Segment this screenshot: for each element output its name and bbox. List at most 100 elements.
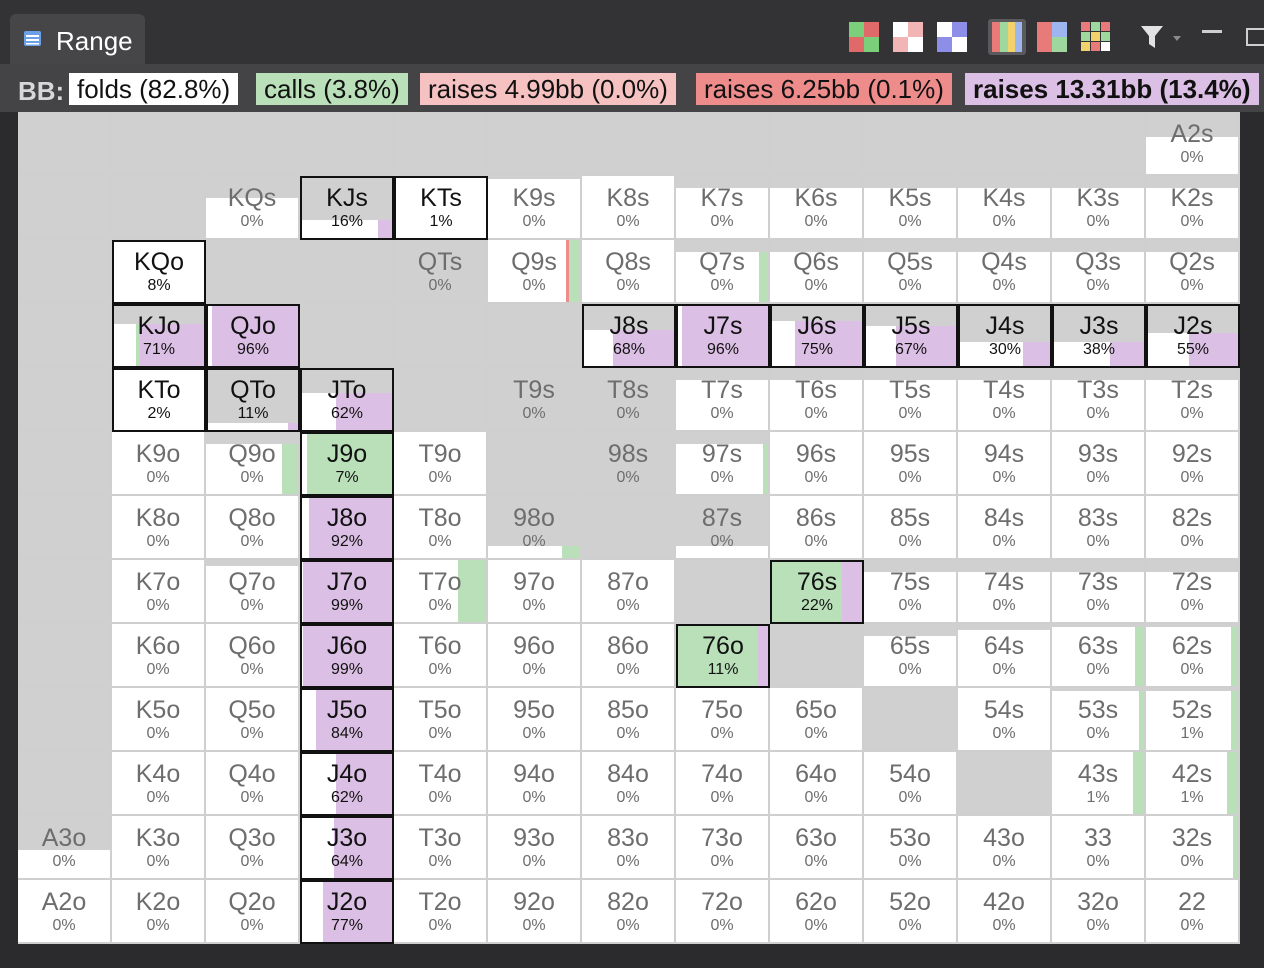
hand-cell[interactable]: 82o 0% xyxy=(582,880,676,944)
hand-cell[interactable]: 98o 0% xyxy=(488,496,582,560)
hand-cell[interactable]: 96o 0% xyxy=(488,624,582,688)
hand-cell[interactable]: QTo 11% xyxy=(206,368,300,432)
hand-cell[interactable]: Q2o 0% xyxy=(206,880,300,944)
hand-cell[interactable]: T7o 0% xyxy=(394,560,488,624)
hand-cell[interactable]: QTs 0% xyxy=(394,240,488,304)
hand-cell[interactable]: 75s 0% xyxy=(864,560,958,624)
hand-cell[interactable]: 62s 0% xyxy=(1146,624,1240,688)
hand-cell[interactable]: 95s 0% xyxy=(864,432,958,496)
hand-cell[interactable]: 85o 0% xyxy=(582,688,676,752)
hand-cell[interactable]: Q3o 0% xyxy=(206,816,300,880)
hand-cell[interactable]: K7s 0% xyxy=(676,176,770,240)
hand-cell[interactable]: 53o 0% xyxy=(864,816,958,880)
hand-cell[interactable]: Q6o 0% xyxy=(206,624,300,688)
hand-cell[interactable]: 52s 1% xyxy=(1146,688,1240,752)
hand-cell[interactable]: T7s 0% xyxy=(676,368,770,432)
hand-cell[interactable]: JTo 62% xyxy=(300,368,394,432)
hand-cell[interactable]: KTs 1% xyxy=(394,176,488,240)
hand-cell[interactable]: J4o 62% xyxy=(300,752,394,816)
hand-cell[interactable]: 86o 0% xyxy=(582,624,676,688)
hand-cell[interactable]: 32o 0% xyxy=(1052,880,1146,944)
hand-cell[interactable]: J6s 75% xyxy=(770,304,864,368)
hand-cell[interactable]: J5s 67% xyxy=(864,304,958,368)
hand-cell[interactable]: Q5s 0% xyxy=(864,240,958,304)
hand-cell[interactable]: J2s 55% xyxy=(1146,304,1240,368)
hand-cell[interactable]: 43o 0% xyxy=(958,816,1052,880)
hand-cell[interactable]: 72o 0% xyxy=(676,880,770,944)
hand-cell[interactable]: Q3s 0% xyxy=(1052,240,1146,304)
hand-cell[interactable]: KQs 0% xyxy=(206,176,300,240)
hand-cell[interactable]: T5o 0% xyxy=(394,688,488,752)
hand-cell[interactable]: Q7o 0% xyxy=(206,560,300,624)
hand-cell[interactable]: J7s 96% xyxy=(676,304,770,368)
hand-cell[interactable]: K6o 0% xyxy=(112,624,206,688)
range-tab[interactable]: Range xyxy=(10,14,145,64)
hand-cell[interactable]: T4s 0% xyxy=(958,368,1052,432)
hand-cell[interactable]: T8o 0% xyxy=(394,496,488,560)
hand-cell[interactable]: Q7s 0% xyxy=(676,240,770,304)
hand-cell[interactable]: K4s 0% xyxy=(958,176,1052,240)
hand-cell[interactable]: 92o 0% xyxy=(488,880,582,944)
hand-cell[interactable]: A2o 0% xyxy=(18,880,112,944)
hand-cell[interactable]: 83s 0% xyxy=(1052,496,1146,560)
hand-cell[interactable]: J3o 64% xyxy=(300,816,394,880)
hand-cell[interactable]: J2o 77% xyxy=(300,880,394,944)
hand-cell[interactable]: 74s 0% xyxy=(958,560,1052,624)
hand-cell[interactable]: T9o 0% xyxy=(394,432,488,496)
hand-cell[interactable]: 94o 0% xyxy=(488,752,582,816)
hand-cell[interactable]: J8s 68% xyxy=(582,304,676,368)
hand-cell[interactable]: 63s 0% xyxy=(1052,624,1146,688)
hand-cell[interactable]: KQo 8% xyxy=(112,240,206,304)
hand-cell[interactable]: T3o 0% xyxy=(394,816,488,880)
legend-raise-mid[interactable]: raises 6.25bb (0.1%) xyxy=(696,73,952,105)
hand-cell[interactable]: 85s 0% xyxy=(864,496,958,560)
hand-cell[interactable]: 73o 0% xyxy=(676,816,770,880)
hand-cell[interactable]: 32s 0% xyxy=(1146,816,1240,880)
color-mode-2-icon[interactable] xyxy=(893,22,923,52)
hand-cell[interactable]: Q8o 0% xyxy=(206,496,300,560)
hand-cell[interactable]: J6o 99% xyxy=(300,624,394,688)
hand-cell[interactable]: 74o 0% xyxy=(676,752,770,816)
hand-cell[interactable]: 95o 0% xyxy=(488,688,582,752)
legend-raise-small[interactable]: raises 4.99bb (0.0%) xyxy=(420,73,676,105)
hand-cell[interactable]: 63o 0% xyxy=(770,816,864,880)
hand-cell[interactable]: K8s 0% xyxy=(582,176,676,240)
hand-cell[interactable]: K6s 0% xyxy=(770,176,864,240)
hand-cell[interactable]: T2s 0% xyxy=(1146,368,1240,432)
hand-cell[interactable]: 73s 0% xyxy=(1052,560,1146,624)
hand-cell[interactable]: 65o 0% xyxy=(770,688,864,752)
minimize-icon[interactable] xyxy=(1202,30,1222,33)
hand-cell[interactable]: 84o 0% xyxy=(582,752,676,816)
hand-cell[interactable]: J8o 92% xyxy=(300,496,394,560)
hand-cell[interactable]: K9s 0% xyxy=(488,176,582,240)
hand-cell[interactable]: 64o 0% xyxy=(770,752,864,816)
hand-cell[interactable]: 54o 0% xyxy=(864,752,958,816)
hand-cell[interactable]: 22 0% xyxy=(1146,880,1240,944)
hand-cell[interactable]: 62o 0% xyxy=(770,880,864,944)
hand-cell[interactable]: J3s 38% xyxy=(1052,304,1146,368)
hand-cell[interactable]: K7o 0% xyxy=(112,560,206,624)
legend-raise-big[interactable]: raises 13.31bb (13.4%) xyxy=(965,73,1259,105)
hand-cell[interactable]: 42o 0% xyxy=(958,880,1052,944)
hand-cell[interactable]: J4s 30% xyxy=(958,304,1052,368)
hand-cell[interactable]: K2s 0% xyxy=(1146,176,1240,240)
hand-cell[interactable]: 54s 0% xyxy=(958,688,1052,752)
hand-cell[interactable]: 92s 0% xyxy=(1146,432,1240,496)
hand-cell[interactable]: 93o 0% xyxy=(488,816,582,880)
legend-calls[interactable]: calls (3.8%) xyxy=(256,73,408,105)
hand-cell[interactable]: 82s 0% xyxy=(1146,496,1240,560)
hand-cell[interactable]: Q4o 0% xyxy=(206,752,300,816)
hand-cell[interactable]: 64s 0% xyxy=(958,624,1052,688)
hand-cell[interactable]: Q8s 0% xyxy=(582,240,676,304)
hand-cell[interactable]: 98s 0% xyxy=(582,432,676,496)
hand-cell[interactable]: 76s 22% xyxy=(770,560,864,624)
hand-cell[interactable]: 53s 0% xyxy=(1052,688,1146,752)
hand-cell[interactable]: 83o 0% xyxy=(582,816,676,880)
hand-cell[interactable]: T2o 0% xyxy=(394,880,488,944)
hand-cell[interactable]: T8s 0% xyxy=(582,368,676,432)
hand-cell[interactable]: 43s 1% xyxy=(1052,752,1146,816)
color-mode-1-icon[interactable] xyxy=(849,22,879,52)
hand-cell[interactable]: T6s 0% xyxy=(770,368,864,432)
hand-cell[interactable]: QJo 96% xyxy=(206,304,300,368)
hand-cell[interactable]: 84s 0% xyxy=(958,496,1052,560)
